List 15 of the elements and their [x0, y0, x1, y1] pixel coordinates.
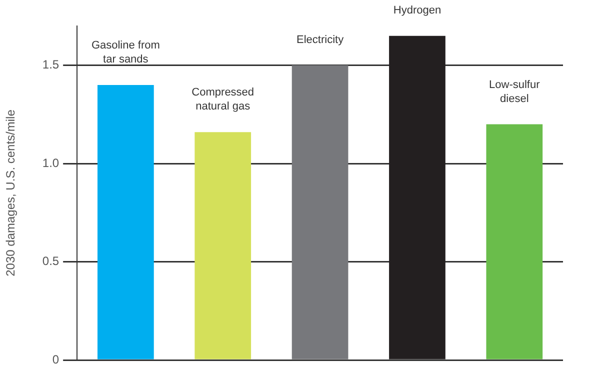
x-tick-label: Low-sulfur diesel [489, 78, 540, 105]
bar [486, 124, 543, 360]
y-tick-label: 0 [52, 352, 60, 366]
y-tick-label: 1.0 [42, 156, 60, 170]
x-tick-label: Hydrogen [393, 4, 442, 16]
x-tick-label: Gasoline from tar sands [91, 39, 160, 66]
bar [194, 132, 252, 360]
x-tick-label: Electricity [296, 34, 344, 46]
bar [389, 36, 446, 360]
x-tick-label: Compressed natural gas [192, 86, 254, 113]
y-tick-label: 0.5 [42, 254, 60, 268]
bar [292, 65, 348, 360]
y-axis-title: 2030 damages, U.S. cents/mile [4, 109, 18, 276]
y-tick-label: 1.5 [42, 58, 60, 72]
bar [97, 84, 154, 360]
